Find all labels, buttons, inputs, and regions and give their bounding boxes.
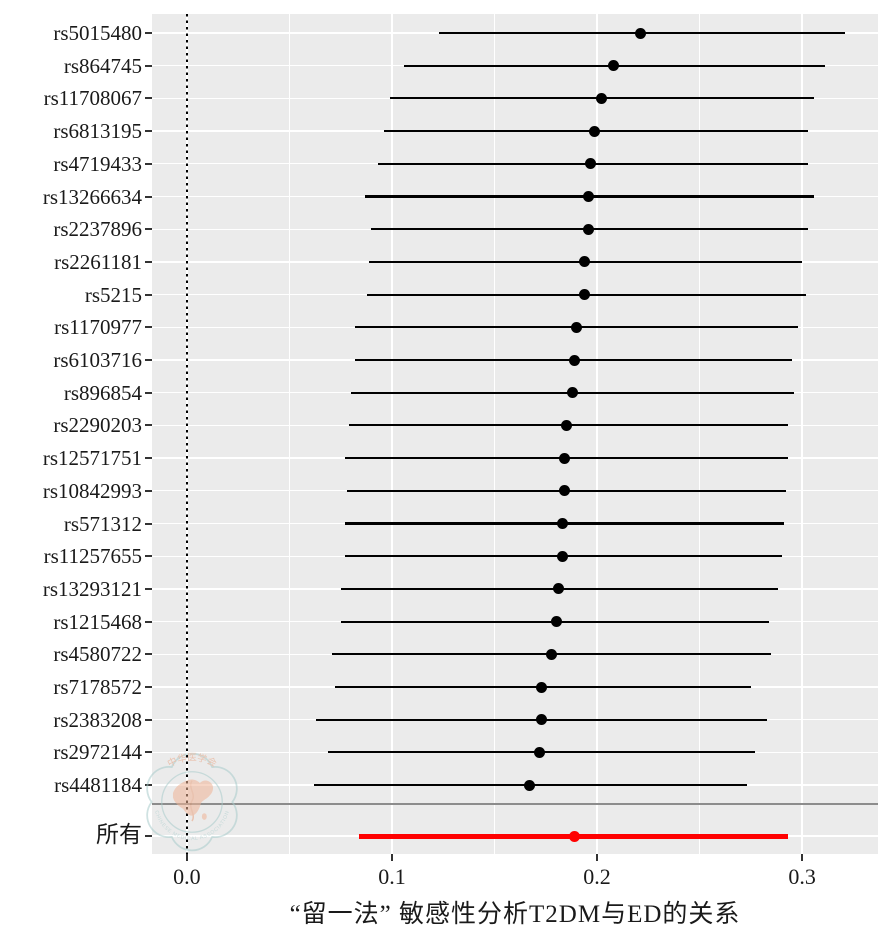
y-axis-tick bbox=[145, 555, 152, 558]
point-estimate bbox=[546, 648, 558, 660]
y-axis-tick bbox=[145, 718, 152, 721]
y-axis-label: rs13266634 bbox=[42, 184, 142, 209]
point-estimate bbox=[556, 550, 568, 562]
y-axis-tick bbox=[145, 97, 152, 100]
y-axis-label: rs4719433 bbox=[53, 151, 142, 176]
x-axis-tick bbox=[390, 854, 393, 861]
point-estimate bbox=[550, 616, 562, 628]
point-estimate bbox=[536, 714, 548, 726]
point-estimate bbox=[558, 452, 570, 464]
zero-reference-line bbox=[185, 14, 188, 854]
point-estimate bbox=[583, 223, 595, 235]
point-estimate bbox=[536, 681, 548, 693]
y-axis-tick bbox=[145, 587, 152, 590]
y-axis-label: rs1215468 bbox=[53, 609, 142, 634]
x-axis-tick-label: 0.2 bbox=[583, 864, 611, 889]
point-estimate bbox=[571, 321, 583, 333]
point-estimate bbox=[566, 387, 578, 399]
y-axis-label: rs2972144 bbox=[53, 740, 142, 765]
y-axis-label: rs13293121 bbox=[42, 576, 142, 601]
point-estimate bbox=[589, 125, 601, 137]
y-axis-tick bbox=[145, 359, 152, 361]
overall-separator-line bbox=[152, 803, 878, 805]
point-estimate bbox=[568, 354, 580, 366]
point-estimate bbox=[607, 60, 619, 72]
y-axis-tick bbox=[145, 130, 152, 133]
y-axis-label: rs1170977 bbox=[54, 315, 142, 340]
x-axis-tick-label: 0.1 bbox=[378, 864, 406, 889]
major-gridline bbox=[596, 14, 598, 854]
y-axis-tick bbox=[145, 686, 152, 688]
x-axis-tick-label: 0.0 bbox=[173, 864, 201, 889]
point-estimate bbox=[556, 518, 568, 529]
x-axis-tick bbox=[596, 854, 599, 861]
point-estimate bbox=[579, 289, 591, 301]
point-estimate bbox=[552, 583, 564, 595]
y-axis-tick bbox=[145, 653, 152, 656]
y-axis-label: rs6813195 bbox=[53, 119, 142, 144]
y-axis-label: rs5015480 bbox=[53, 21, 142, 45]
plot-panel bbox=[152, 14, 878, 854]
y-axis-tick bbox=[145, 32, 152, 34]
y-axis-tick bbox=[145, 228, 152, 231]
y-axis-tick bbox=[145, 162, 152, 165]
y-axis-label: rs7178572 bbox=[53, 675, 142, 699]
point-estimate bbox=[583, 191, 595, 202]
y-axis-label: rs4580722 bbox=[53, 642, 142, 667]
y-axis-label: rs571312 bbox=[63, 511, 142, 536]
major-gridline bbox=[391, 14, 393, 854]
y-axis-label: rs5215 bbox=[84, 282, 142, 307]
y-axis-tick bbox=[145, 64, 152, 67]
y-axis-label: rs11708067 bbox=[43, 86, 142, 111]
y-axis-label: rs4481184 bbox=[54, 773, 142, 798]
y-axis-tick bbox=[145, 620, 152, 623]
y-axis-tick bbox=[145, 424, 152, 427]
point-estimate bbox=[523, 779, 535, 791]
y-axis-tick bbox=[145, 522, 152, 525]
point-estimate bbox=[634, 27, 646, 39]
y-axis-label: rs2261181 bbox=[54, 249, 142, 274]
y-axis-label: rs2237896 bbox=[53, 217, 142, 242]
minor-gridline bbox=[288, 14, 290, 854]
x-axis-tick bbox=[801, 854, 804, 861]
y-axis-tick bbox=[145, 195, 152, 198]
y-axis-tick bbox=[145, 835, 152, 837]
x-axis-title: “留一法” 敏感性分析T2DM与ED的关系 bbox=[289, 901, 741, 928]
y-axis-label: rs896854 bbox=[63, 380, 142, 405]
all-point-estimate bbox=[568, 830, 580, 842]
minor-gridline bbox=[699, 14, 701, 854]
y-axis-label: rs2383208 bbox=[53, 707, 142, 732]
y-axis-label: rs6103716 bbox=[53, 348, 142, 372]
point-estimate bbox=[585, 158, 597, 170]
point-estimate bbox=[534, 746, 546, 758]
y-axis-tick bbox=[145, 751, 152, 754]
point-estimate bbox=[595, 92, 607, 104]
y-axis-label-all: 所有 bbox=[96, 822, 142, 847]
minor-gridline bbox=[493, 14, 495, 854]
y-axis-tick bbox=[145, 260, 152, 263]
y-axis-tick bbox=[145, 784, 152, 787]
x-axis-tick bbox=[185, 854, 188, 861]
y-axis-label: rs11257655 bbox=[43, 544, 142, 569]
x-axis-tick-label: 0.3 bbox=[788, 864, 816, 889]
point-estimate bbox=[558, 485, 570, 497]
y-axis-label: rs12571751 bbox=[42, 446, 142, 471]
y-axis-tick bbox=[145, 326, 152, 329]
y-axis-label: rs864745 bbox=[63, 53, 142, 78]
y-axis-label: rs2290203 bbox=[53, 413, 142, 438]
y-axis-tick bbox=[145, 489, 152, 492]
y-axis-tick bbox=[145, 293, 152, 296]
y-axis-tick bbox=[145, 457, 152, 460]
point-estimate bbox=[579, 256, 591, 268]
y-axis-label: rs10842993 bbox=[42, 478, 142, 503]
major-gridline bbox=[801, 14, 803, 854]
point-estimate bbox=[560, 419, 572, 431]
y-axis-tick bbox=[145, 391, 152, 394]
